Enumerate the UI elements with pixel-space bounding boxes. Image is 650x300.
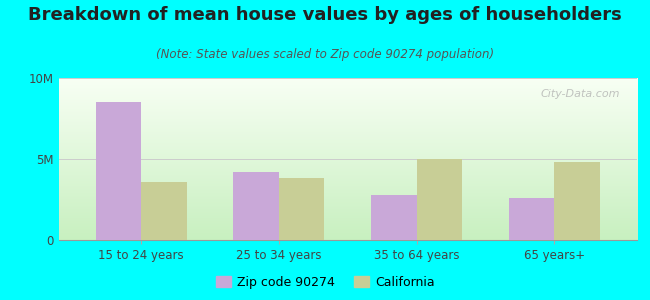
Bar <box>233 172 279 240</box>
Bar <box>509 198 554 240</box>
Bar <box>417 159 462 240</box>
Text: City-Data.com: City-Data.com <box>540 89 619 99</box>
Bar <box>141 182 187 240</box>
Legend: Zip code 90274, California: Zip code 90274, California <box>211 271 439 294</box>
Bar <box>554 162 600 240</box>
Text: (Note: State values scaled to Zip code 90274 population): (Note: State values scaled to Zip code 9… <box>156 48 494 61</box>
Bar <box>371 195 417 240</box>
Bar <box>279 178 324 240</box>
Text: Breakdown of mean house values by ages of householders: Breakdown of mean house values by ages o… <box>28 6 622 24</box>
Bar <box>96 102 141 240</box>
